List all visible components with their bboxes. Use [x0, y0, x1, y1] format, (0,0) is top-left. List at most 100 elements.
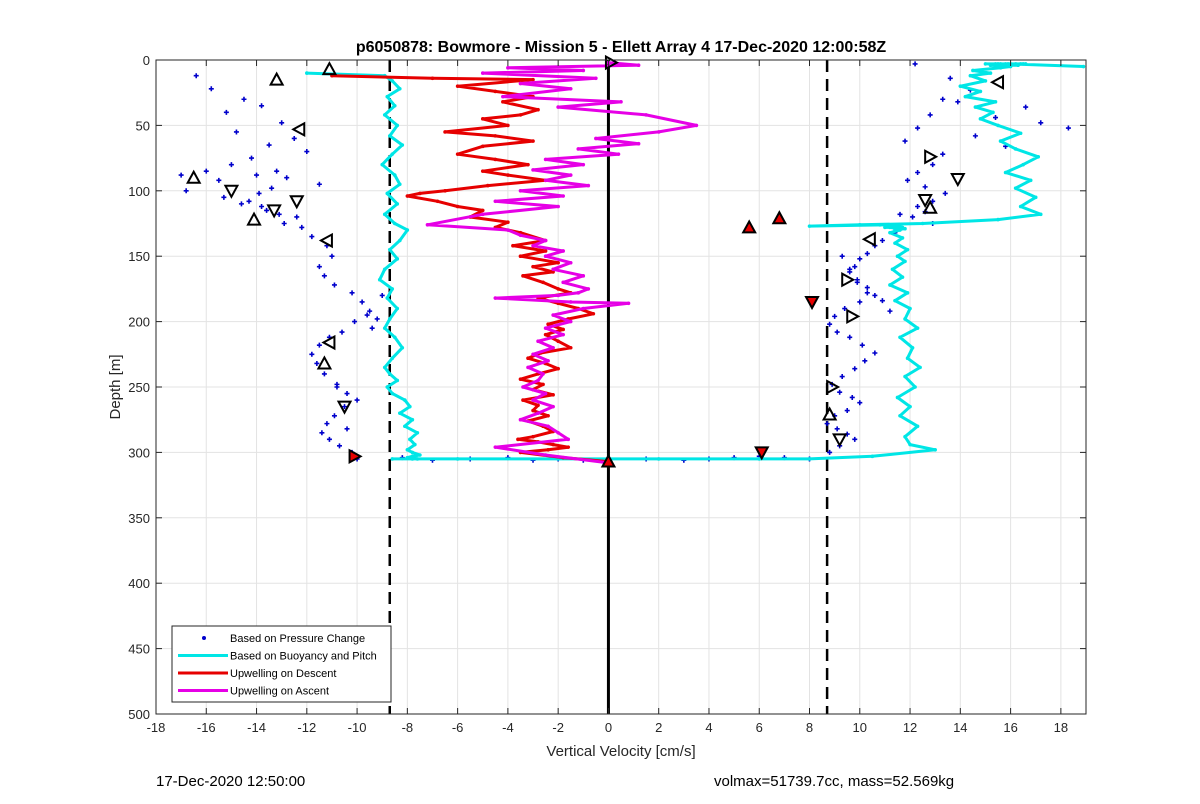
- based-on-buoyancy-and-pitch-point: [395, 123, 400, 128]
- upwelling-on-descent-point: [526, 162, 530, 167]
- based-on-buoyancy-and-pitch-point: [915, 326, 920, 330]
- based-on-pressure-change-point: [344, 426, 350, 432]
- based-on-buoyancy-and-pitch-point: [933, 447, 937, 452]
- based-on-buoyancy-and-pitch-point: [998, 66, 1003, 70]
- upwelling-on-ascent-point: [543, 391, 548, 396]
- upwelling-on-descent-point: [455, 152, 460, 156]
- based-on-buoyancy-and-pitch-point: [403, 398, 407, 402]
- based-on-pressure-change-point: [354, 397, 360, 403]
- based-on-pressure-change-point: [259, 103, 265, 109]
- based-on-buoyancy-and-pitch-point: [1021, 62, 1025, 66]
- based-on-buoyancy-and-pitch-point: [905, 291, 910, 295]
- based-on-pressure-change-point: [284, 175, 290, 181]
- upwelling-on-ascent-point: [561, 332, 565, 337]
- upwelling-on-ascent-point: [543, 254, 548, 258]
- triangle-marker-down: [917, 193, 933, 209]
- based-on-buoyancy-and-pitch-point: [908, 404, 912, 409]
- upwelling-on-ascent-point: [636, 63, 641, 68]
- based-on-pressure-change-point: [238, 201, 244, 207]
- triangle-marker-right: [826, 379, 841, 395]
- based-on-pressure-change-point: [915, 203, 921, 209]
- upwelling-on-ascent-point: [493, 445, 498, 449]
- based-on-buoyancy-and-pitch-point: [910, 345, 915, 350]
- based-on-buoyancy-and-pitch-point: [405, 228, 410, 232]
- based-on-buoyancy-and-pitch-point: [1018, 62, 1023, 66]
- upwelling-on-descent-point: [526, 356, 530, 361]
- based-on-buoyancy-and-pitch-point: [1081, 64, 1086, 69]
- upwelling-on-descent-point: [531, 264, 535, 269]
- based-on-pressure-change-point: [379, 292, 385, 298]
- based-on-buoyancy-and-pitch-point: [387, 372, 392, 376]
- upwelling-on-ascent-point: [556, 293, 560, 298]
- triangle-marker-up: [186, 169, 202, 184]
- legend-label-based-on-buoyancy-and-pitch: Based on Buoyancy and Pitch: [230, 651, 377, 663]
- based-on-pressure-change-point: [847, 266, 853, 272]
- upwelling-on-descent-point: [516, 437, 520, 442]
- x-tick-label: -12: [297, 720, 316, 735]
- upwelling-on-descent-point: [480, 144, 485, 149]
- based-on-buoyancy-and-pitch-point: [903, 317, 907, 321]
- based-on-buoyancy-and-pitch-point: [905, 356, 910, 361]
- upwelling-on-ascent-point: [568, 173, 573, 177]
- upwelling-on-descent-line: [331, 74, 609, 464]
- based-on-pressure-change-point: [972, 133, 978, 139]
- upwelling-on-descent-point: [506, 173, 510, 177]
- triangle-marker-left: [318, 232, 333, 249]
- based-on-pressure-change-point: [279, 120, 285, 126]
- upwelling-on-ascent-point: [543, 326, 548, 330]
- upwelling-on-ascent-point: [521, 385, 525, 389]
- x-tick-label: -10: [348, 720, 367, 735]
- based-on-buoyancy-and-pitch-point: [983, 62, 988, 66]
- based-on-buoyancy-and-pitch-point: [1028, 178, 1033, 183]
- based-on-buoyancy-and-pitch-point: [1008, 64, 1013, 69]
- upwelling-on-descent-point: [566, 445, 571, 449]
- based-on-pressure-change-point: [832, 313, 838, 319]
- based-on-pressure-change-point: [824, 421, 830, 427]
- upwelling-on-ascent-point: [501, 94, 505, 99]
- based-on-buoyancy-and-pitch-point: [410, 450, 415, 455]
- upwelling-on-ascent-point: [546, 424, 550, 429]
- based-on-buoyancy-and-pitch-point: [900, 275, 905, 279]
- based-on-buoyancy-and-pitch-point: [991, 110, 995, 115]
- based-on-pressure-change-point: [299, 224, 305, 230]
- based-on-buoyancy-and-pitch-point: [807, 457, 812, 461]
- based-on-buoyancy-and-pitch-point: [895, 254, 900, 258]
- x-tick-label: 18: [1054, 720, 1068, 735]
- upwelling-on-descent-point: [521, 398, 525, 402]
- based-on-buoyancy-and-pitch-point: [385, 94, 390, 99]
- based-on-buoyancy-and-pitch-point: [390, 79, 395, 83]
- based-on-buoyancy-and-pitch-point: [400, 143, 405, 147]
- x-tick-label: 10: [853, 720, 867, 735]
- based-on-pressure-change-point: [927, 112, 933, 118]
- based-on-pressure-change-point: [233, 129, 239, 135]
- triangle-marker-up: [246, 211, 262, 226]
- based-on-pressure-change-point: [864, 251, 870, 257]
- based-on-pressure-change-point: [334, 384, 340, 390]
- upwelling-on-descent-point: [546, 447, 550, 452]
- based-on-pressure-change-point: [259, 203, 265, 209]
- based-on-pressure-change-point: [879, 238, 885, 244]
- based-on-pressure-change-point: [319, 430, 325, 436]
- upwelling-on-descent-point: [485, 183, 490, 188]
- based-on-pressure-change-point: [887, 308, 893, 314]
- based-on-buoyancy-and-pitch-point: [398, 182, 402, 187]
- upwelling-on-ascent-point: [518, 417, 523, 422]
- based-on-pressure-change-point: [364, 312, 370, 318]
- legend-swatch-based-on-pressure-change: [202, 636, 206, 640]
- based-on-buoyancy-and-pitch-point: [1013, 62, 1018, 66]
- based-on-pressure-change-point: [915, 125, 921, 131]
- based-on-pressure-change-point: [839, 374, 845, 380]
- based-on-pressure-change-point: [862, 358, 868, 364]
- based-on-pressure-change-point: [872, 292, 878, 298]
- based-on-buoyancy-and-pitch-point: [915, 424, 920, 429]
- based-on-pressure-change-point: [369, 325, 375, 331]
- upwelling-on-ascent-point: [581, 162, 586, 167]
- upwelling-on-descent-point: [556, 366, 560, 371]
- based-on-buoyancy-and-pitch-point: [1038, 212, 1043, 217]
- based-on-pressure-change-point: [246, 198, 252, 204]
- triangle-marker-up: [741, 219, 757, 234]
- upwelling-on-ascent-point: [561, 280, 565, 285]
- triangle-marker-down: [266, 204, 282, 219]
- based-on-buoyancy-and-pitch-point: [898, 224, 902, 228]
- based-on-buoyancy-and-pitch-point: [395, 306, 400, 311]
